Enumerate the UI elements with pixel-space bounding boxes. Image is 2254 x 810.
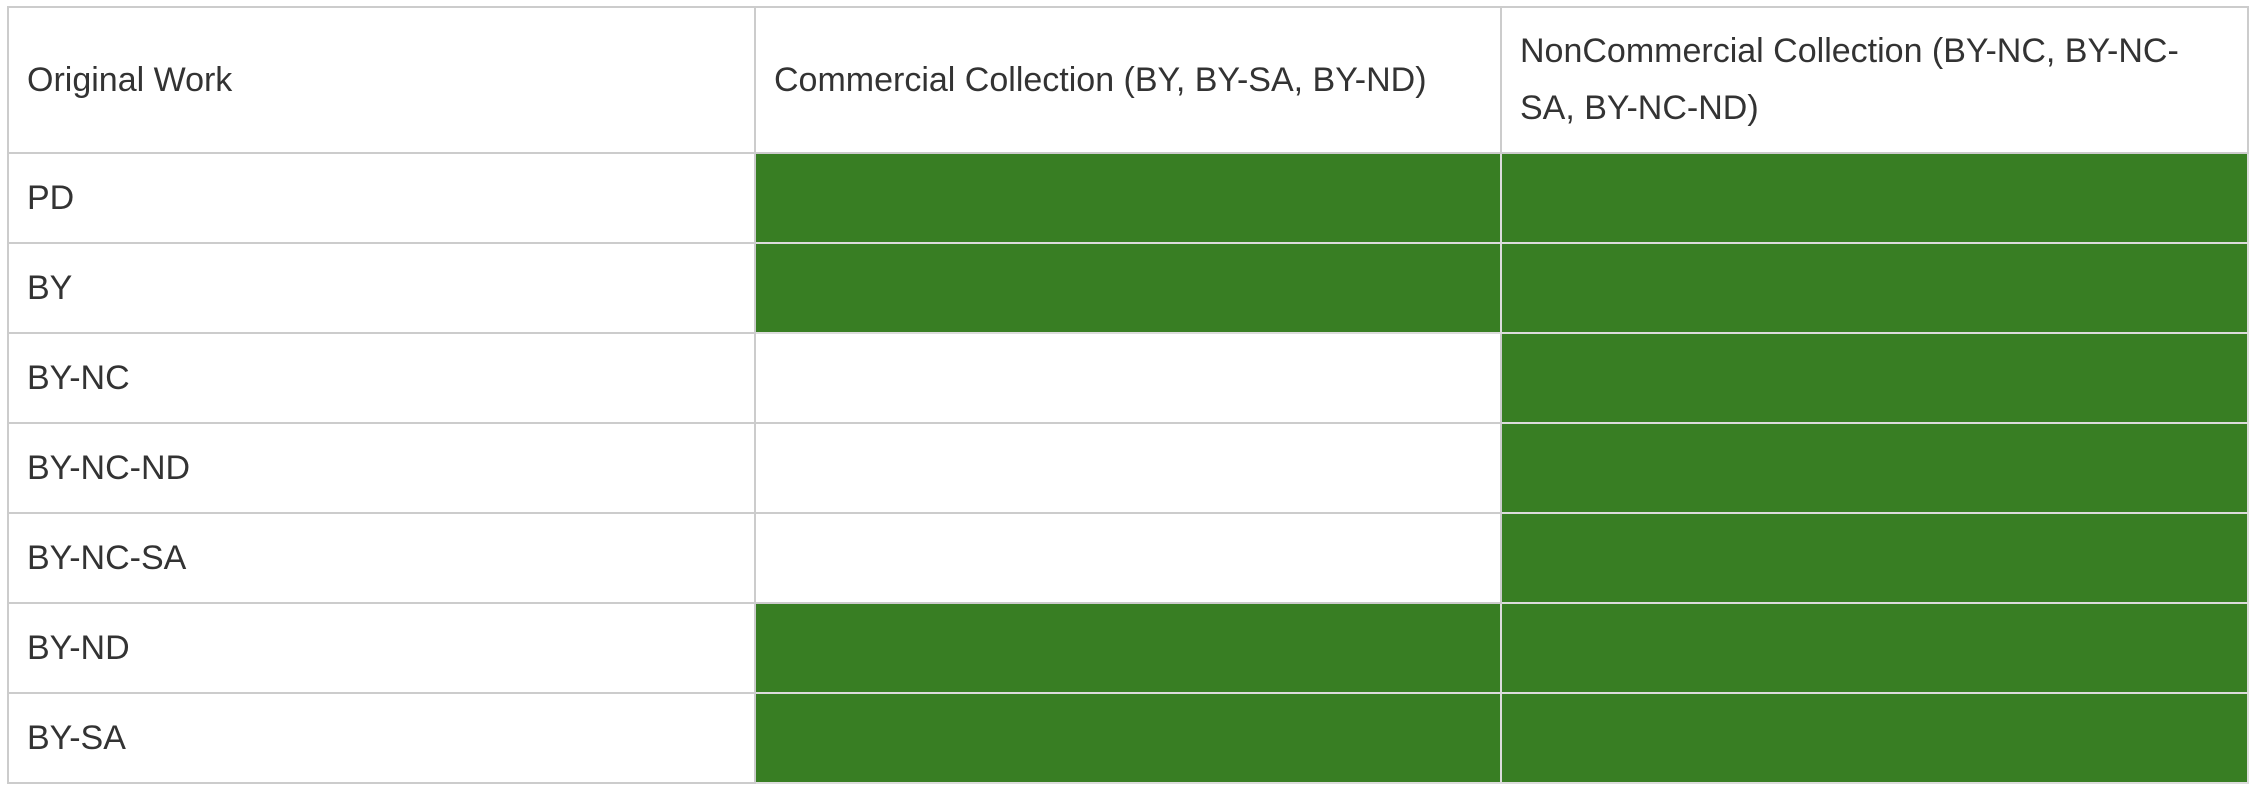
table-row: BY-ND	[7, 602, 2249, 694]
compatibility-chart: Original Work Commercial Collection (BY,…	[7, 6, 2249, 784]
commercial-cell	[754, 152, 1502, 244]
commercial-cell	[754, 512, 1502, 604]
table-row: BY	[7, 242, 2249, 334]
header-commercial-collection: Commercial Collection (BY, BY-SA, BY-ND)	[754, 6, 1502, 154]
noncommercial-cell	[1500, 242, 2249, 334]
noncommercial-cell	[1500, 332, 2249, 424]
row-label: BY-SA	[7, 692, 756, 784]
commercial-cell	[754, 332, 1502, 424]
row-label: BY-NC-ND	[7, 422, 756, 514]
noncommercial-cell	[1500, 602, 2249, 694]
commercial-cell	[754, 692, 1502, 784]
table-header: Original Work Commercial Collection (BY,…	[7, 6, 2249, 154]
commercial-cell	[754, 422, 1502, 514]
row-label: BY-ND	[7, 602, 756, 694]
commercial-cell	[754, 602, 1502, 694]
table-row: BY-NC-ND	[7, 422, 2249, 514]
row-label: BY-NC	[7, 332, 756, 424]
table-row: PD	[7, 152, 2249, 244]
noncommercial-cell	[1500, 512, 2249, 604]
commercial-cell	[754, 242, 1502, 334]
header-row: Original Work Commercial Collection (BY,…	[7, 6, 2249, 154]
row-label: PD	[7, 152, 756, 244]
table-row: BY-SA	[7, 692, 2249, 784]
row-label: BY-NC-SA	[7, 512, 756, 604]
table-body: PD BY BY-NC BY-NC-ND BY-NC-SA	[7, 152, 2249, 784]
table-row: BY-NC	[7, 332, 2249, 424]
header-original-work: Original Work	[7, 6, 756, 154]
noncommercial-cell	[1500, 152, 2249, 244]
license-compatibility-table: Original Work Commercial Collection (BY,…	[7, 6, 2249, 784]
header-noncommercial-collection: NonCommercial Collection (BY-NC, BY-NC-S…	[1500, 6, 2249, 154]
noncommercial-cell	[1500, 422, 2249, 514]
table-row: BY-NC-SA	[7, 512, 2249, 604]
row-label: BY	[7, 242, 756, 334]
noncommercial-cell	[1500, 692, 2249, 784]
